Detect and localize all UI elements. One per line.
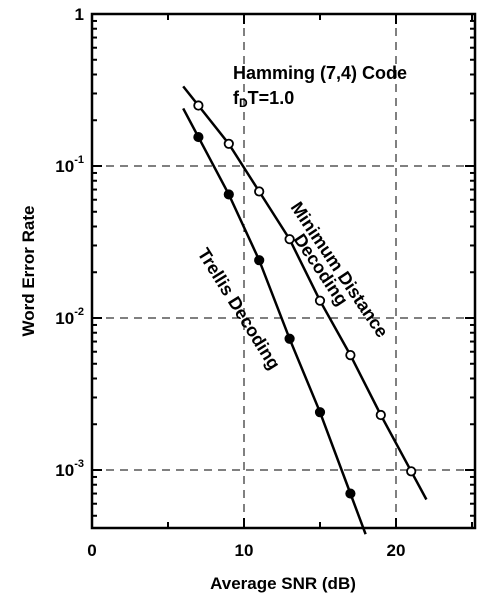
y-tick-label: 1 — [75, 5, 84, 24]
data-point-trellis — [314, 407, 326, 418]
fdt-prefix: f — [233, 88, 240, 108]
y-axis-title: Word Error Rate — [19, 206, 38, 337]
series-line-trellis — [182, 107, 367, 535]
x-tick-label: 20 — [387, 541, 406, 560]
series-label-minimum-distance: Minimum Distance — [287, 198, 393, 341]
fdt-suffix: T=1.0 — [248, 88, 295, 108]
y-tick-base: 1 — [75, 5, 84, 24]
data-point-minimum-distance — [193, 100, 204, 111]
y-tick-exponent: -2 — [74, 306, 84, 318]
data-point-minimum-distance — [223, 138, 234, 149]
series-line-minimum-distance — [182, 85, 428, 501]
y-tick-label: 10-2 — [55, 306, 84, 328]
fdt-subscript: D — [239, 96, 248, 110]
data-point-minimum-distance — [254, 186, 265, 197]
series-label-trellis: Trellis Decoding — [194, 245, 285, 374]
tick-marks — [91, 13, 475, 528]
y-tick-label: 10-3 — [55, 458, 84, 480]
fdt-annotation: fDT=1.0 — [233, 88, 294, 110]
y-tick-base: 10 — [55, 461, 74, 480]
y-tick-exponent: -1 — [74, 154, 84, 166]
data-point-trellis — [345, 488, 356, 499]
y-tick-base: 10 — [55, 157, 74, 176]
data-point-trellis — [223, 189, 234, 200]
plot-frame — [90, 12, 477, 530]
x-tick-label: 10 — [235, 541, 254, 560]
data-point-minimum-distance — [375, 409, 386, 421]
markers — [193, 100, 417, 499]
y-tick-exponent: -3 — [74, 458, 84, 470]
y-tick-base: 10 — [55, 309, 74, 328]
data-point-trellis — [193, 131, 204, 143]
data-point-minimum-distance — [406, 466, 417, 477]
data-point-minimum-distance — [345, 350, 356, 361]
data-point-trellis — [254, 255, 265, 266]
data-point-minimum-distance — [284, 234, 295, 245]
code-annotation: Hamming (7,4) Code — [233, 63, 407, 83]
x-axis-title: Average SNR (dB) — [210, 574, 356, 593]
grid-lines — [92, 14, 475, 528]
y-tick-label: 10-1 — [55, 154, 84, 176]
curves — [182, 85, 428, 535]
data-point-minimum-distance — [314, 295, 326, 306]
data-point-trellis — [284, 333, 295, 344]
x-tick-label: 0 — [87, 541, 96, 560]
